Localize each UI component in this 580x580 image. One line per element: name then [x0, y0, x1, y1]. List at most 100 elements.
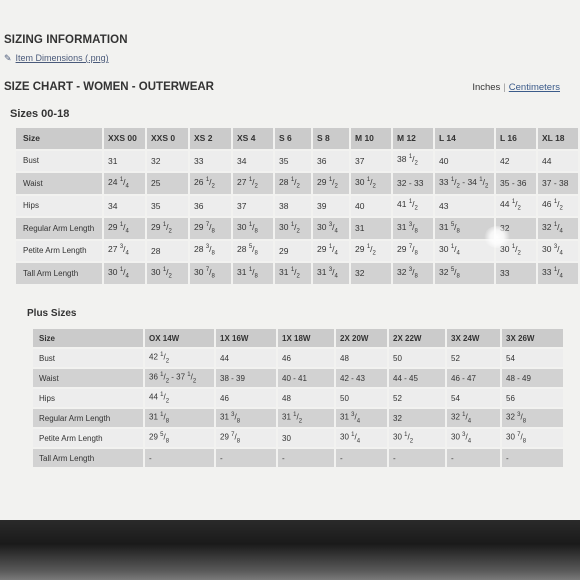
- table-cell: 30 3/4: [313, 218, 349, 239]
- column-header: 2X 22W: [389, 329, 445, 347]
- screen-glare: [484, 226, 510, 248]
- row-label: Bust: [16, 150, 102, 171]
- row-label: Hips: [16, 195, 102, 216]
- table-cell: 54: [447, 389, 500, 407]
- table-cell: 56: [502, 389, 563, 407]
- table-cell: 29 7/8: [216, 429, 276, 447]
- column-header: M 10: [351, 128, 391, 149]
- table-cell: 44: [216, 349, 276, 367]
- table-cell: 31 3/4: [336, 409, 387, 427]
- table-row: Petite Arm Length 29 5/8 29 7/8 30 30 1/4 30 …: [33, 429, 563, 447]
- table-cell: 42: [496, 150, 536, 171]
- table-cell: 29 1/2: [351, 240, 391, 261]
- table-cell: 30 3/4: [447, 429, 500, 447]
- table-cell: 30 7/8: [502, 429, 563, 447]
- table-cell: -: [502, 449, 563, 467]
- table-cell: 36: [190, 195, 231, 216]
- table-cell: 32 5/8: [435, 263, 494, 284]
- row-label: Tall Arm Length: [16, 263, 102, 284]
- table-cell: 29 7/8: [393, 240, 433, 261]
- table-cell: 30 1/4: [336, 429, 387, 447]
- table-cell: 27 3/4: [104, 240, 145, 261]
- table-cell: -: [336, 449, 387, 467]
- table-row: Bust 31 32 33 34 35 36 37 38 1/2 40 42 44: [16, 150, 578, 171]
- table-cell: 42 - 43: [336, 369, 387, 387]
- table-cell: 28 5/8: [233, 240, 273, 261]
- item-dimensions-row: ✎ Item Dimensions (.png): [4, 53, 109, 64]
- table-cell: 29 1/2: [313, 173, 349, 194]
- centimeters-link[interactable]: Centimeters: [508, 82, 560, 93]
- table-cell: 30 1/2: [496, 240, 536, 261]
- table-cell: 33 1/2 - 34 1/2: [435, 173, 494, 194]
- table-cell: 48: [336, 349, 387, 367]
- table-cell: -: [278, 449, 334, 467]
- table-cell: 29 1/2: [147, 218, 188, 239]
- column-header: L 16: [496, 128, 536, 149]
- item-dimensions-link[interactable]: Item Dimensions (.png): [15, 53, 109, 63]
- row-label: Waist: [16, 173, 102, 194]
- table-cell: 50: [389, 349, 445, 367]
- table-cell: 46 - 47: [447, 369, 500, 387]
- table-cell: 44 1/2: [496, 195, 536, 216]
- table-cell: 46: [278, 349, 334, 367]
- table-row: Regular Arm Length 29 1/4 29 1/2 29 7/8 30 1…: [16, 218, 578, 239]
- table-row: Waist 36 1/2 - 37 1/2 38 - 39 40 - 41 42 - 4…: [33, 369, 563, 387]
- table-cell: 48 - 49: [502, 369, 563, 387]
- table-cell: 30: [278, 429, 334, 447]
- column-header: L 14: [435, 128, 494, 149]
- table-cell: 46 1/2: [538, 195, 578, 216]
- table-cell: -: [145, 449, 214, 467]
- table-cell: 30 3/4: [538, 240, 578, 261]
- table-cell: 46: [216, 389, 276, 407]
- table-cell: 44: [538, 150, 578, 171]
- table-cell: 39: [313, 195, 349, 216]
- column-header: OX 14W: [145, 329, 214, 347]
- table-cell: 32 3/8: [502, 409, 563, 427]
- column-header: 3X 24W: [447, 329, 500, 347]
- table-row: Hips 34 35 36 37 38 39 40 41 1/2 43 44 1/2 46 1/2: [16, 195, 578, 216]
- table-cell: -: [447, 449, 500, 467]
- column-header: M 12: [393, 128, 433, 149]
- table-cell: 28 3/8: [190, 240, 231, 261]
- row-label: Waist: [33, 369, 143, 387]
- table-cell: -: [389, 449, 445, 467]
- table-cell: 36 1/2 - 37 1/2: [145, 369, 214, 387]
- table-cell: 31 1/8: [145, 409, 214, 427]
- table-cell: 30 1/2: [275, 218, 311, 239]
- column-header: 1X 16W: [216, 329, 276, 347]
- table-cell: 34: [233, 150, 273, 171]
- table-cell: 41 1/2: [393, 195, 433, 216]
- table-cell: 32 1/4: [447, 409, 500, 427]
- table-cell: 32: [389, 409, 445, 427]
- table-cell: 44 - 45: [389, 369, 445, 387]
- table-cell: 29 1/4: [104, 218, 145, 239]
- column-header: XS 4: [233, 128, 273, 149]
- table-row: Regular Arm Length 31 1/8 31 3/8 31 1/2 31 3…: [33, 409, 563, 427]
- table-cell: 31: [104, 150, 145, 171]
- table-cell: 31 1/2: [275, 263, 311, 284]
- plus-size-table: Size OX 14W 1X 16W 1X 18W 2X 20W 2X 22W 3X 24W…: [31, 327, 565, 469]
- table-cell: 31 3/8: [216, 409, 276, 427]
- column-header: Size: [16, 128, 102, 149]
- row-label: Petite Arm Length: [16, 240, 102, 261]
- table-cell: 30 1/4: [104, 263, 145, 284]
- table-cell: 40: [435, 150, 494, 171]
- browser-page: SIZING INFORMATION ✎ Item Dimensions (.pn…: [0, 0, 580, 522]
- row-label: Tall Arm Length: [33, 449, 143, 467]
- table-cell: 50: [336, 389, 387, 407]
- row-label: Bust: [33, 349, 143, 367]
- table-cell: 29 1/4: [313, 240, 349, 261]
- column-header: S 6: [275, 128, 311, 149]
- inches-option[interactable]: Inches: [472, 82, 501, 93]
- table-cell: 43: [435, 195, 494, 216]
- table-cell: 31 3/4: [313, 263, 349, 284]
- table-cell: 42 1/2: [145, 349, 214, 367]
- table-cell: 38 1/2: [393, 150, 433, 171]
- table-cell: 37: [233, 195, 273, 216]
- column-header: 1X 18W: [278, 329, 334, 347]
- column-header: XXS 0: [147, 128, 188, 149]
- table-cell: 31 1/8: [233, 263, 273, 284]
- regular-sizes-heading: Sizes 00-18: [10, 108, 70, 120]
- row-label: Petite Arm Length: [33, 429, 143, 447]
- table-cell: 48: [278, 389, 334, 407]
